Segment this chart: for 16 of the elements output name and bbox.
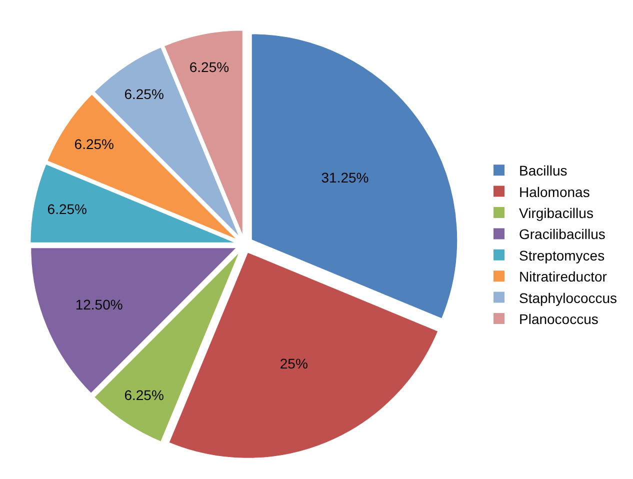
legend-label: Streptomyces: [519, 247, 605, 264]
data-label: 6.25%: [189, 59, 230, 76]
legend-label: Planococcus: [519, 310, 598, 327]
data-label: 25%: [280, 356, 308, 372]
data-label: 12.50%: [75, 296, 123, 313]
data-label: 31.25%: [321, 169, 369, 186]
legend-label: Nitratireductor: [519, 268, 608, 285]
legend-label: Halomonas: [519, 184, 590, 200]
legend-label: Bacillus: [519, 162, 568, 179]
data-label: 6.25%: [124, 386, 164, 403]
data-label: 6.25%: [47, 201, 87, 218]
legend-label: Virgibacillus: [519, 204, 594, 221]
legend-label: Gracilibacillus: [519, 226, 606, 242]
data-label: 6.25%: [74, 136, 114, 152]
legend-label: Staphylococcus: [519, 290, 618, 306]
data-label: 6.25%: [124, 86, 164, 102]
